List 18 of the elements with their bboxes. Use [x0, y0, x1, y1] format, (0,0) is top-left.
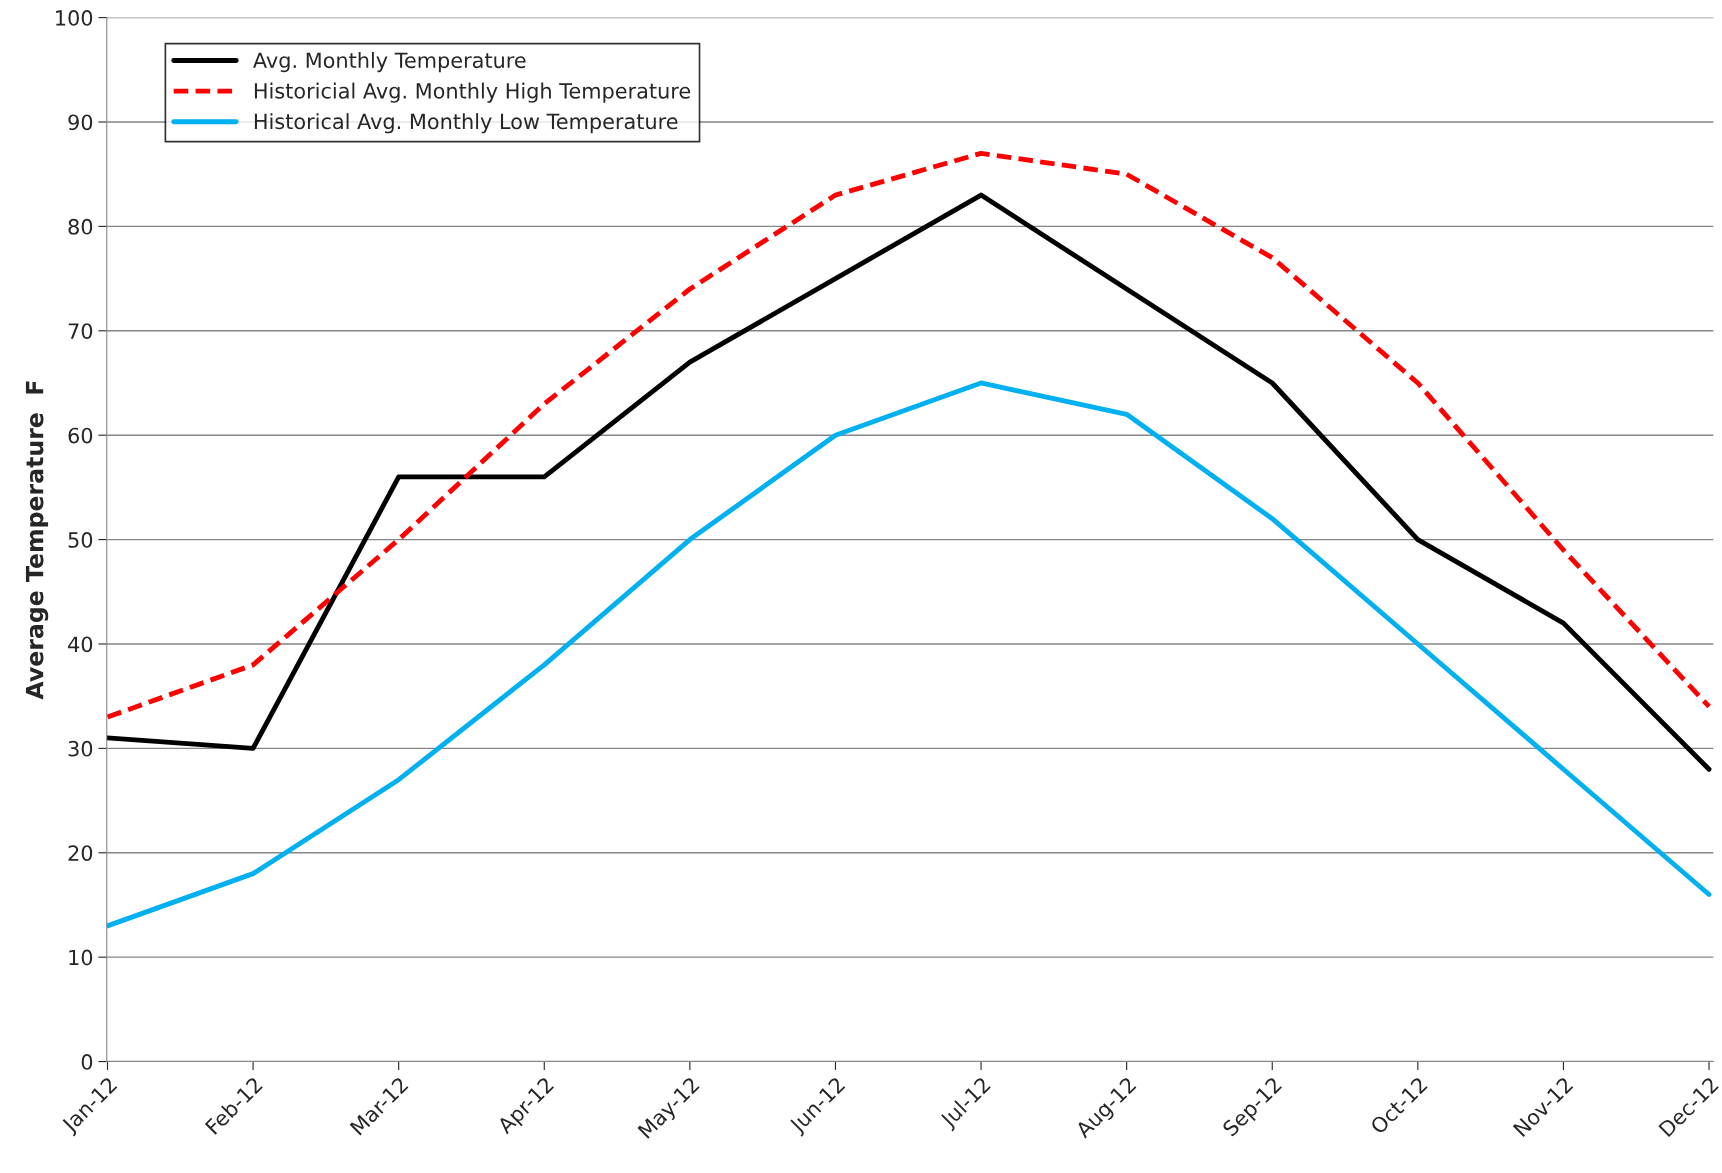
legend-label: Avg. Monthly Temperature [253, 52, 526, 73]
y-axis-title: Average Temperature F [25, 381, 49, 700]
y-tick-label: 80 [68, 218, 93, 235]
y-tick-label: 100 [56, 10, 93, 26]
line-series [106, 192, 1712, 772]
y-tick-label: 50 [68, 532, 93, 548]
y-tick-label: 40 [68, 636, 93, 653]
y-tick-label: 20 [68, 845, 93, 861]
line-series [106, 150, 1712, 720]
y-tick-label: 0 [81, 1054, 93, 1070]
y-tick-label: 30 [68, 740, 93, 757]
y-tick-label: 90 [68, 114, 93, 131]
y-tick-label: 70 [68, 323, 93, 339]
line-series [106, 380, 1712, 929]
y-tick-label: 10 [69, 949, 93, 966]
legend-label: Historicial Avg. Monthly High Temperature [254, 82, 691, 103]
legend-label: Historical Avg. Monthly Low Temperature [254, 113, 678, 134]
y-tick-label: 60 [68, 427, 93, 444]
